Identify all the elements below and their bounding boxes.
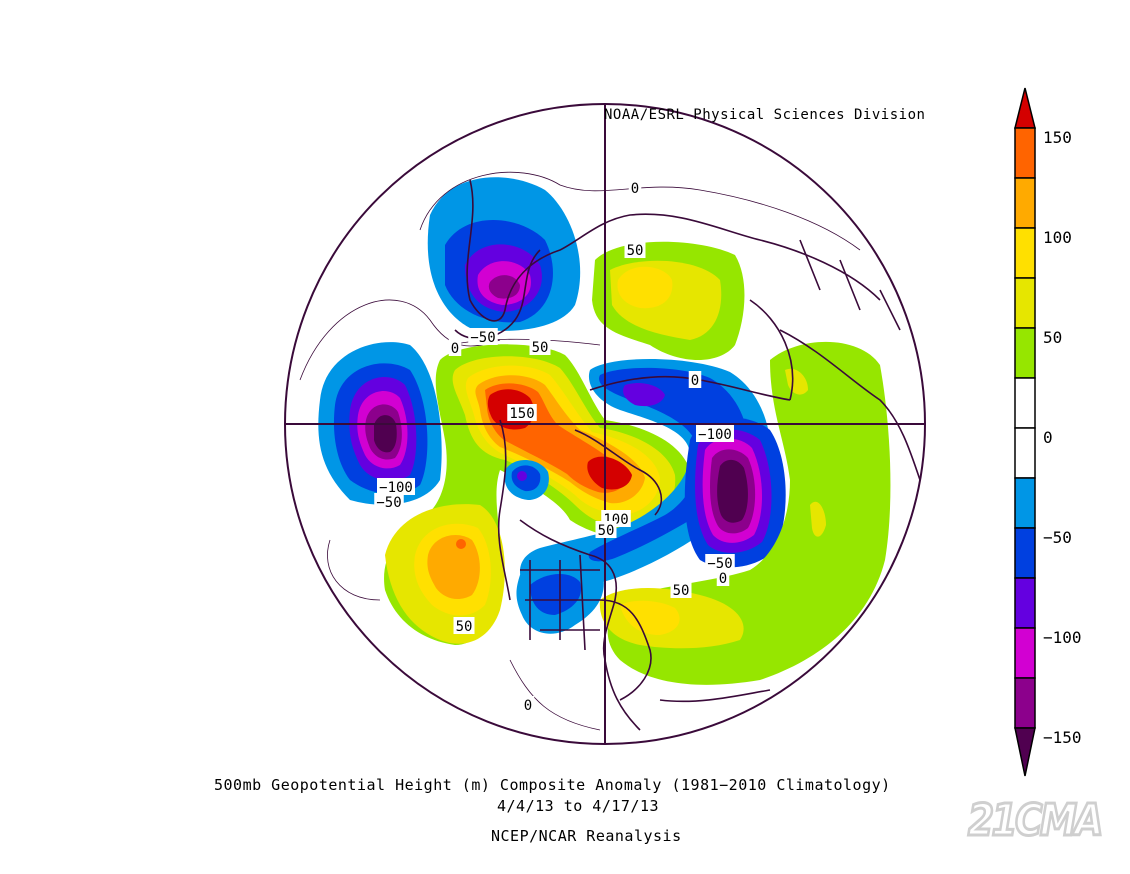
contour-label: 0	[524, 698, 532, 714]
colorbar-bin	[1014, 477, 1036, 529]
colorbar-label-100: 100	[1043, 228, 1072, 247]
contour-label: 150	[509, 406, 534, 422]
colorbar-top-arrow	[1014, 87, 1036, 129]
colorbar-bin	[1014, 127, 1036, 179]
anomaly-scandinavia-negative	[427, 177, 581, 331]
agency-label: NOAA/ESRL Physical Sciences Division	[604, 107, 926, 123]
anomaly-alaska-negative	[504, 460, 549, 500]
colorbar-label-neg100: −100	[1043, 628, 1082, 647]
anomaly-siberia-positive	[592, 241, 745, 360]
colorbar	[1014, 87, 1036, 777]
colorbar-bin	[1014, 427, 1036, 479]
contour-label: 0	[451, 341, 459, 357]
coastlines	[454, 179, 921, 731]
colorbar-bin	[1014, 527, 1036, 579]
contour-label: 50	[673, 583, 690, 599]
chart-title: 500mb Geopotential Height (m) Composite …	[214, 776, 891, 794]
colorbar-bin	[1014, 327, 1036, 379]
contour-label: −50	[376, 495, 401, 511]
colorbar-bin	[1014, 627, 1036, 679]
contour-label: 50	[627, 243, 644, 259]
colorbar-label-150: 150	[1043, 128, 1072, 147]
colorbar-label-neg50: −50	[1043, 528, 1072, 547]
anomaly-eastern-us-positive	[599, 588, 744, 649]
colorbar-label-0: 0	[1043, 428, 1053, 447]
contour-label: −100	[698, 427, 732, 443]
contour-label: −50	[470, 330, 495, 346]
colorbar-bin	[1014, 377, 1036, 429]
contour-label: 0	[719, 571, 727, 587]
contour-label: −50	[707, 556, 732, 572]
watermark-logo: 21CMA	[967, 794, 1105, 848]
colorbar-label-neg150: −150	[1043, 728, 1082, 747]
contour-label: 0	[631, 181, 639, 197]
anomaly-pacific-positive	[385, 504, 505, 644]
date-range: 4/4/13 to 4/17/13	[497, 797, 660, 815]
anomaly-gulf-alaska-negative	[684, 417, 786, 568]
colorbar-label-50: 50	[1043, 328, 1063, 347]
contour-label: 0	[691, 373, 699, 389]
colorbar-bin	[1014, 277, 1036, 329]
colorbar-bin	[1014, 577, 1036, 629]
colorbar-bottom-arrow	[1014, 727, 1036, 777]
contour-label: 50	[532, 340, 549, 356]
contour-label: 50	[598, 523, 615, 539]
contour-label: 50	[456, 619, 473, 635]
contour-label: −100	[379, 480, 413, 496]
colorbar-bin	[1014, 677, 1036, 729]
colorbar-bin	[1014, 177, 1036, 229]
data-source: NCEP/NCAR Reanalysis	[491, 827, 682, 845]
contour-lines	[299, 171, 861, 731]
anomaly-canada-negative	[520, 358, 771, 595]
colorbar-bin	[1014, 227, 1036, 279]
